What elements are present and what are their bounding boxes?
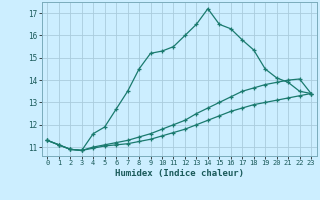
X-axis label: Humidex (Indice chaleur): Humidex (Indice chaleur) [115,169,244,178]
